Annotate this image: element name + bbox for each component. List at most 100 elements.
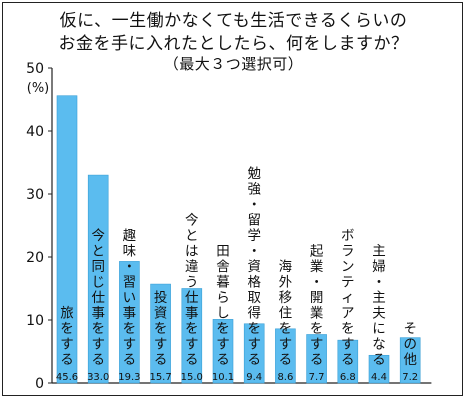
svg-text:す: す [123, 337, 137, 353]
svg-text:を: を [60, 321, 74, 337]
svg-text:テ: テ [341, 275, 355, 291]
svg-text:取: 取 [247, 290, 261, 306]
svg-text:今: 今 [185, 213, 199, 229]
bar [181, 288, 203, 384]
svg-text:舎: 舎 [216, 259, 230, 275]
bar [275, 328, 296, 384]
svg-text:・: ・ [123, 259, 137, 275]
svg-text:同: 同 [91, 259, 105, 275]
svg-text:は: は [185, 244, 199, 260]
svg-text:そ: そ [403, 321, 417, 337]
svg-text:す: す [310, 337, 324, 353]
y-axis-unit-label: (%) [27, 81, 50, 96]
bar-value-label: 19.3 [118, 372, 140, 383]
svg-text:に: に [372, 321, 386, 337]
svg-text:住: 住 [279, 306, 293, 322]
svg-text:る: る [60, 352, 74, 368]
svg-text:外: 外 [279, 275, 293, 291]
svg-text:ィ: ィ [341, 290, 355, 306]
bar-value-label: 7.2 [402, 372, 418, 383]
svg-text:事: 事 [123, 306, 137, 322]
svg-text:る: る [154, 352, 168, 368]
svg-text:仕: 仕 [185, 290, 199, 306]
svg-text:る: る [123, 352, 137, 368]
svg-text:婦: 婦 [372, 258, 386, 275]
svg-text:・: ・ [310, 275, 324, 291]
svg-text:主: 主 [372, 244, 386, 260]
svg-text:を: を [185, 321, 199, 337]
bar-value-label: 15.7 [149, 372, 171, 383]
svg-text:る: る [91, 352, 105, 368]
svg-text:ら: ら [216, 290, 230, 306]
bar [399, 337, 421, 384]
svg-text:事: 事 [185, 306, 199, 322]
svg-text:移: 移 [279, 290, 293, 306]
svg-text:資: 資 [247, 259, 261, 275]
svg-text:す: す [91, 337, 105, 353]
svg-text:と: と [185, 228, 199, 244]
bar-value-label: 33.0 [87, 372, 109, 383]
svg-text:ボ: ボ [341, 228, 355, 244]
svg-text:・: ・ [247, 244, 261, 260]
y-tick-label: 20 [26, 250, 44, 266]
bar [56, 95, 78, 384]
bar-value-label: 7.7 [309, 372, 325, 383]
category-label: その他 [403, 321, 417, 368]
svg-text:を: を [91, 321, 105, 337]
svg-text:投: 投 [154, 290, 168, 306]
y-tick-label: 10 [26, 313, 44, 329]
svg-text:業: 業 [310, 306, 324, 322]
svg-text:る: る [279, 352, 293, 368]
svg-text:海: 海 [279, 259, 293, 275]
svg-text:事: 事 [91, 306, 105, 322]
svg-text:夫: 夫 [372, 306, 386, 322]
svg-text:る: る [341, 352, 355, 368]
svg-text:学: 学 [247, 228, 261, 244]
svg-text:得: 得 [247, 305, 261, 322]
svg-text:る: る [216, 352, 230, 368]
svg-text:開: 開 [310, 290, 324, 306]
bar [212, 319, 234, 384]
svg-text:い: い [123, 290, 137, 306]
y-tick-label: 40 [26, 124, 44, 140]
bar-value-label: 6.8 [340, 372, 356, 383]
bar [150, 283, 171, 384]
svg-text:う: う [185, 275, 199, 291]
svg-text:す: す [247, 337, 261, 353]
chart-subtitle: （最大３つ選択可） [163, 55, 304, 73]
svg-text:田: 田 [216, 244, 230, 260]
svg-text:仕: 仕 [91, 290, 105, 306]
svg-text:し: し [216, 306, 230, 322]
svg-text:旅: 旅 [60, 306, 74, 322]
svg-text:す: す [279, 337, 293, 353]
svg-text:ラ: ラ [341, 244, 355, 260]
svg-text:起: 起 [310, 244, 324, 260]
svg-text:る: る [247, 352, 261, 368]
svg-text:違: 違 [185, 259, 199, 275]
svg-text:留: 留 [247, 213, 261, 229]
svg-text:ン: ン [341, 259, 355, 275]
svg-text:勉: 勉 [247, 166, 261, 182]
bar-value-label: 8.6 [277, 372, 293, 383]
svg-text:今: 今 [91, 228, 105, 244]
svg-text:る: る [310, 352, 324, 368]
svg-text:を: を [247, 321, 261, 337]
svg-text:す: す [60, 337, 74, 353]
bar [337, 339, 359, 384]
svg-text:を: を [279, 321, 293, 337]
bar-value-label: 15.0 [181, 372, 203, 383]
svg-text:を: を [123, 321, 137, 337]
bar [306, 334, 327, 384]
svg-text:を: を [310, 321, 324, 337]
svg-text:ア: ア [341, 306, 355, 322]
bar [368, 354, 390, 384]
